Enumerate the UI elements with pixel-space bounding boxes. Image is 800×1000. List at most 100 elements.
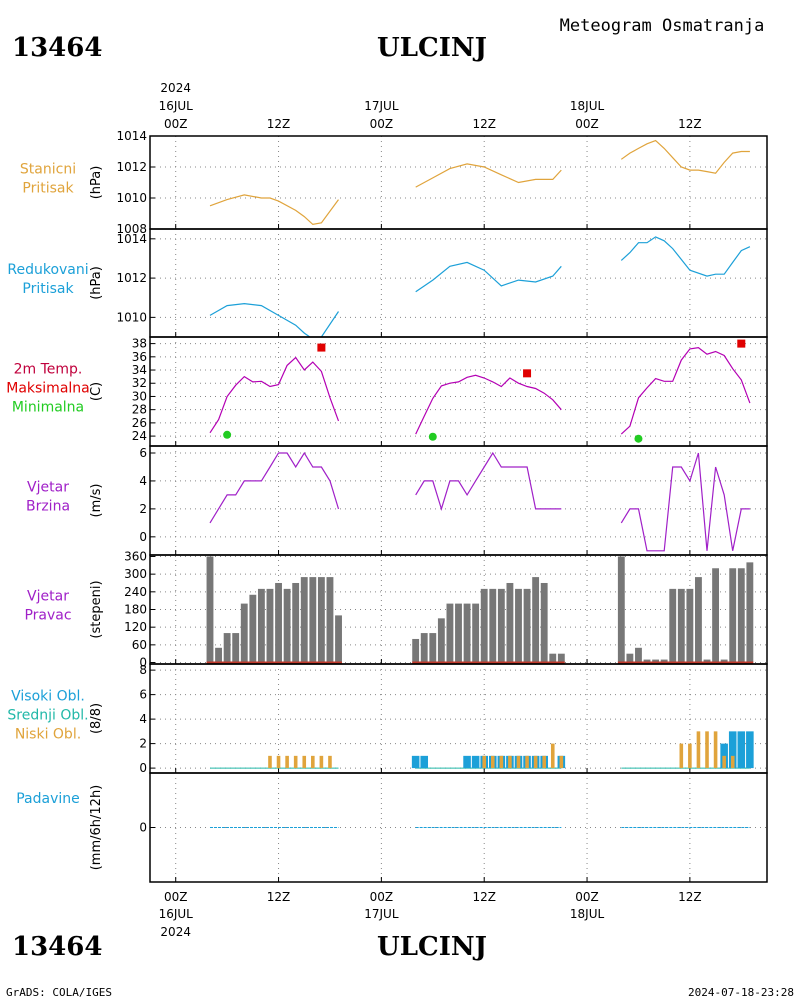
time-tick-label-top: 12Z: [472, 117, 496, 131]
wind-direction-bar: [240, 603, 248, 663]
wind-direction-bar: [446, 603, 454, 663]
time-tick-label-bottom: 00Z: [575, 890, 599, 904]
wind-direction-bar: [232, 633, 240, 663]
wind-direction-bar: [720, 659, 728, 663]
grid: [150, 773, 767, 882]
day-label-top: 18JUL: [570, 99, 605, 113]
wind-direction-bar: [472, 603, 480, 663]
wind-direction-bar: [275, 582, 282, 663]
marks: [206, 556, 754, 664]
station-id-top: 13464: [12, 33, 102, 63]
wind-direction-bar: [249, 594, 257, 663]
cloud-high-bar: [420, 755, 429, 769]
cloud-low-bar: [328, 755, 332, 769]
wind-direction-bar: [215, 647, 222, 663]
y-axis-label: (m/s): [89, 484, 104, 518]
series-line: [415, 163, 562, 188]
station-id-bottom: 13464: [12, 932, 102, 962]
wind-direction-bar: [223, 633, 231, 663]
wind-direction-bar: [695, 577, 702, 663]
y-axis-label: (mm/6h/12h): [89, 785, 104, 871]
cloud-low-bar: [311, 755, 315, 769]
time-tick-label-bottom: 12Z: [267, 890, 291, 904]
panel-wind-direction: 0 60 120 180 240 300 360 (stepeni) Vjetar Pravac: [24, 549, 768, 670]
cloud-high-bar: [728, 731, 737, 769]
wind-direction-bar: [626, 653, 634, 663]
series-line: [209, 451, 340, 524]
wind-direction-bar: [703, 659, 711, 663]
wind-direction-bar: [643, 659, 651, 663]
cloud-low-bar: [276, 755, 281, 769]
wind-direction-bar: [677, 588, 685, 663]
y-tick-label: 8: [139, 663, 147, 677]
panel-label: Vjetar: [27, 589, 69, 605]
panel-frame: [149, 228, 768, 338]
marks: [209, 236, 751, 337]
cloud-low-bar: [293, 755, 298, 769]
y-tick-label: 0: [139, 530, 147, 544]
wind-direction-bar: [412, 638, 420, 663]
cloud-high-bar: [411, 755, 420, 769]
wind-direction-bar: [455, 603, 462, 663]
wind-direction-bar: [523, 588, 531, 663]
panel-label: Padavine: [16, 791, 80, 807]
grid: [150, 136, 767, 229]
panel-station-pressure: 1008 1010 1012 1014 (hPa) Stanicni Pritisak: [20, 129, 768, 236]
wind-direction-bar: [206, 556, 214, 663]
year-label-top: 2024: [160, 81, 191, 95]
y-tick-label: 4: [139, 474, 147, 488]
cloud-low-bar: [533, 755, 538, 769]
cloud-low-bar: [696, 731, 701, 769]
cloud-low-bar: [319, 755, 324, 769]
day-label-bottom: 17JUL: [364, 907, 399, 921]
grid: [150, 229, 767, 337]
cloud-low-bar: [705, 731, 709, 769]
cloud-high-bar: [737, 731, 746, 769]
tmax-marker: [737, 339, 746, 348]
y-tick-label: 0: [139, 821, 147, 835]
y-tick-label: 34: [132, 363, 147, 377]
wind-direction-bar: [652, 659, 660, 663]
y-tick-label: 1014: [116, 129, 147, 143]
year-label-bottom: 2024: [160, 925, 191, 939]
y-tick-label: 32: [132, 376, 147, 390]
panel-label: Niski Obl.: [15, 727, 81, 743]
cloud-low-bar: [688, 743, 692, 769]
panel-label: Srednji Obl.: [7, 708, 88, 724]
wind-direction-bar: [257, 588, 265, 663]
wind-direction-bar: [266, 588, 274, 663]
cloud-low-bar: [482, 755, 487, 769]
cloud-low-bar: [525, 755, 529, 769]
series-line: [415, 261, 562, 293]
wind-direction-bar: [420, 633, 428, 663]
wind-direction-bar: [480, 588, 488, 663]
cloud-high-bar: [471, 755, 480, 769]
panel-frame: [149, 135, 768, 230]
wind-direction-bar: [729, 568, 737, 663]
panel-label: Minimalna: [12, 400, 84, 416]
day-label-bottom: 18JUL: [570, 907, 605, 921]
wind-direction-bar: [292, 582, 300, 663]
cloud-high-bar: [746, 731, 754, 769]
cloud-low-bar: [516, 755, 521, 769]
wind-direction-bar: [737, 568, 745, 663]
series-line: [209, 302, 339, 337]
marks: [209, 339, 751, 443]
wind-direction-bar: [746, 562, 754, 663]
y-tick-label: 30: [132, 389, 147, 403]
wind-direction-bar: [660, 659, 668, 663]
panel-cloud-cover: 0 2 4 6 8 (8/8) Visoki Obl. Srednji Obl. Niski O…: [7, 663, 768, 775]
wind-direction-bar: [463, 603, 471, 663]
panel-frame: [149, 445, 768, 556]
wind-direction-bar: [326, 577, 334, 663]
y-tick-label: 360: [124, 549, 147, 563]
series-line: [620, 139, 750, 174]
y-tick-label: 24: [132, 429, 147, 443]
y-tick-label: 28: [132, 403, 147, 417]
panel-label: Visoki Obl.: [11, 689, 85, 705]
cloud-high-bar: [463, 755, 471, 769]
marks: [209, 139, 750, 226]
y-tick-label: 36: [132, 350, 147, 364]
